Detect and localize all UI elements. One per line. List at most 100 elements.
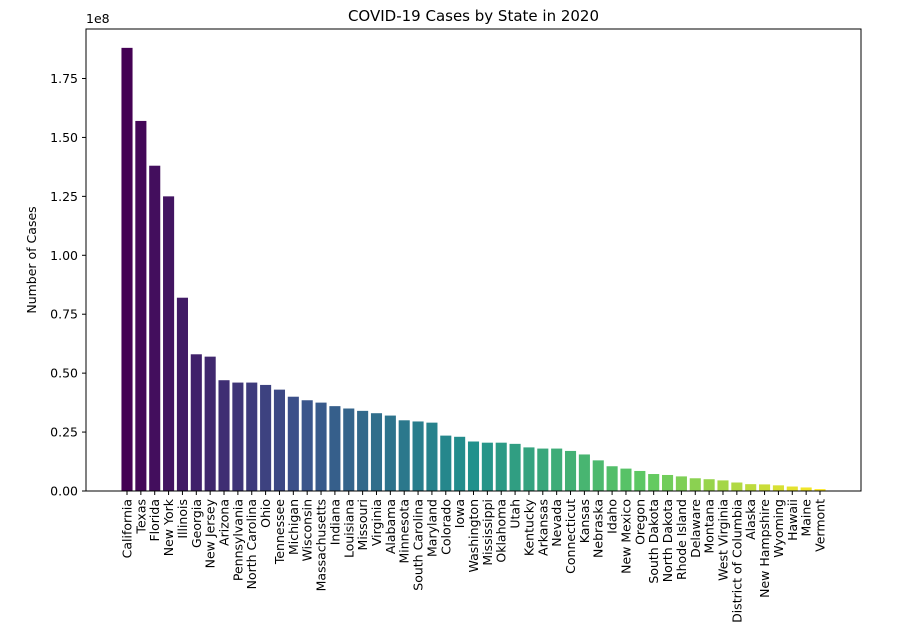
x-tick-label: Iowa xyxy=(452,499,467,528)
bar-kansas xyxy=(578,454,590,491)
x-tick-label: Kansas xyxy=(577,499,592,543)
bar-new-mexico xyxy=(620,468,632,491)
bar-tennessee xyxy=(273,389,286,491)
x-tick-label: West Virginia xyxy=(715,499,730,581)
bar-washington xyxy=(467,441,480,491)
x-tick-label: Illinois xyxy=(175,499,190,539)
x-tick-label: Pennsylvania xyxy=(230,499,245,581)
bar-district-of-columbia xyxy=(731,482,743,491)
x-tick-label: Maryland xyxy=(424,499,439,557)
bar-texas xyxy=(135,120,147,492)
chart-title: COVID-19 Cases by State in 2020 xyxy=(348,7,599,25)
bar-georgia xyxy=(190,354,202,491)
bar-south-carolina xyxy=(412,421,424,491)
y-tick-label: 1.25 xyxy=(50,189,78,204)
x-tick-label: Louisiana xyxy=(341,499,356,558)
x-tick-label: Nebraska xyxy=(591,499,606,558)
y-tick-label: 1.00 xyxy=(50,248,78,263)
bar-oklahoma xyxy=(495,442,507,491)
bar-montana xyxy=(703,479,715,491)
bar-arkansas xyxy=(537,448,549,491)
bar-rhode-island xyxy=(675,476,687,491)
bar-connecticut xyxy=(564,450,577,491)
x-tick-label: Oregon xyxy=(632,499,647,545)
x-tick-label: Wisconsin xyxy=(300,499,315,561)
bar-iowa xyxy=(454,436,466,491)
x-tick-label: Texas xyxy=(133,499,148,535)
x-tick-label: Connecticut xyxy=(563,499,578,574)
bar-north-carolina xyxy=(246,382,258,491)
bar-nebraska xyxy=(592,460,604,491)
bar-wisconsin xyxy=(301,400,313,491)
y-tick-label: 1.75 xyxy=(50,71,78,86)
bar-alabama xyxy=(384,415,396,491)
y-tick-label: 0.25 xyxy=(50,425,78,440)
x-tick-label: Oklahoma xyxy=(494,499,509,563)
x-tick-label: New York xyxy=(161,498,176,556)
bar-new-york xyxy=(163,196,175,492)
bar-idaho xyxy=(606,466,618,491)
bar-arizona xyxy=(218,380,230,491)
bar-oregon xyxy=(634,470,646,491)
x-tick-label: Delaware xyxy=(688,499,703,558)
bar-illinois xyxy=(176,297,188,491)
bar-california xyxy=(121,47,133,492)
x-tick-label: Washington xyxy=(466,499,481,572)
bar-new-hampshire xyxy=(759,484,771,491)
x-tick-label: Mississippi xyxy=(480,499,495,566)
x-tick-label: Wyoming xyxy=(771,499,786,558)
bar-pennsylvania xyxy=(232,382,244,491)
x-tick-label: Utah xyxy=(508,499,523,529)
x-tick-label: Arkansas xyxy=(535,499,550,556)
x-tick-label: Arizona xyxy=(217,499,232,546)
bar-vermont xyxy=(814,489,826,491)
y-tick-label: 0.00 xyxy=(50,484,78,499)
x-tick-label: South Dakota xyxy=(646,499,661,584)
bar-kentucky xyxy=(523,447,535,491)
x-tick-label: Florida xyxy=(147,499,162,542)
x-tick-label: Georgia xyxy=(189,499,204,548)
x-tick-label: District of Columbia xyxy=(729,499,744,623)
x-tick-label: North Dakota xyxy=(660,499,675,582)
x-tick-label: Tennessee xyxy=(272,499,287,565)
x-tick-label: New Jersey xyxy=(203,498,218,568)
bar-minnesota xyxy=(398,420,410,491)
x-tick-label: Alabama xyxy=(383,499,398,554)
x-tick-label: Montana xyxy=(702,499,717,554)
bar-maryland xyxy=(426,422,438,491)
bar-colorado xyxy=(440,435,452,491)
y-axis-label: Number of Cases xyxy=(24,206,39,313)
y-tick-label: 0.75 xyxy=(50,307,78,322)
bar-mississippi xyxy=(481,442,493,491)
x-tick-label: New Mexico xyxy=(618,499,633,574)
bar-nevada xyxy=(551,448,563,491)
y-axis-ticks: 0.00 0.25 0.50 0.75 1.00 1.25 1.50 1.75 xyxy=(50,71,86,499)
x-tick-label: North Carolina xyxy=(244,499,259,589)
bar-missouri xyxy=(357,410,369,491)
bar-wyoming xyxy=(772,485,784,491)
bar-north-dakota xyxy=(662,474,674,491)
x-tick-label: Rhode Island xyxy=(674,499,689,580)
bar-indiana xyxy=(329,406,341,491)
bar-michigan xyxy=(287,396,299,491)
bar-utah xyxy=(509,443,521,491)
x-tick-label: Indiana xyxy=(327,499,342,545)
x-tick-label: California xyxy=(120,499,135,558)
bar-new-jersey xyxy=(204,356,216,491)
bars xyxy=(121,47,826,492)
bar-maine xyxy=(800,487,812,491)
bar-alaska xyxy=(745,484,757,491)
x-tick-label: Michigan xyxy=(286,499,301,555)
y-offset-text: 1e8 xyxy=(86,11,110,26)
bar-delaware xyxy=(689,478,701,491)
bar-louisiana xyxy=(343,408,355,491)
bar-florida xyxy=(149,165,161,491)
y-tick-label: 0.50 xyxy=(50,366,78,381)
x-tick-label: Massachusetts xyxy=(314,499,329,591)
x-tick-label: Kentucky xyxy=(521,498,536,556)
bar-virginia xyxy=(370,413,383,491)
bar-ohio xyxy=(260,384,272,491)
x-tick-label: Maine xyxy=(799,499,814,537)
